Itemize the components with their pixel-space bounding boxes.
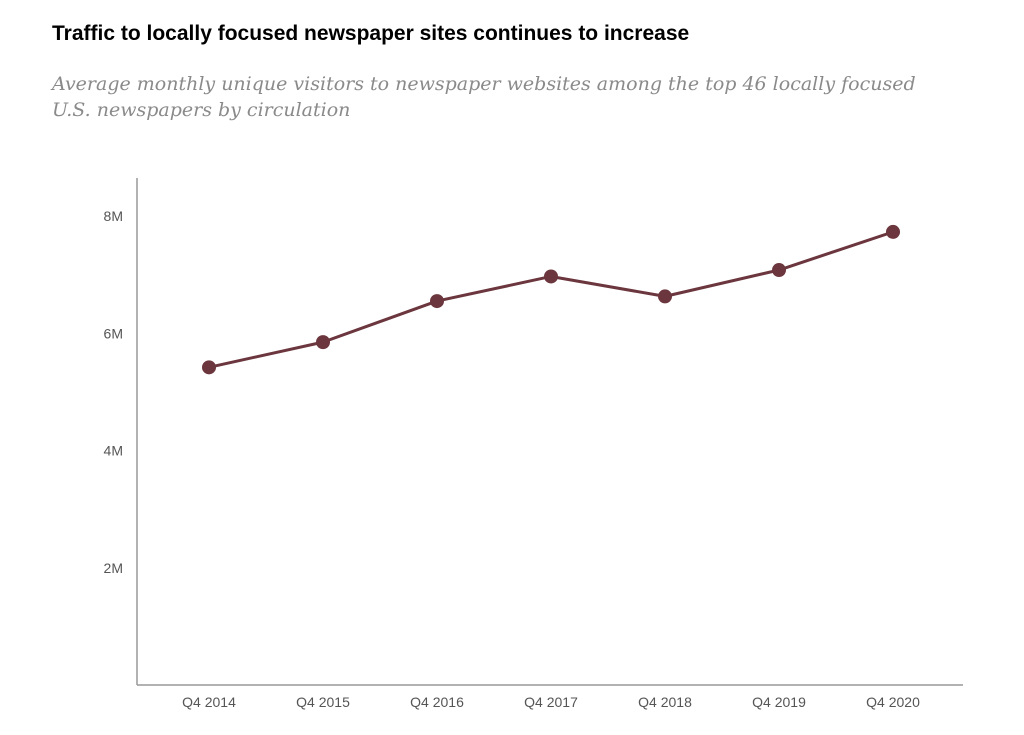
data-point (772, 263, 786, 278)
data-point (202, 360, 216, 375)
x-tick-label: Q4 2016 (410, 694, 464, 710)
y-tick-label: 8M (104, 208, 123, 224)
chart-subtitle: Average monthly unique visitors to newsp… (52, 73, 916, 121)
y-tick-label: 4M (104, 443, 123, 459)
x-tick-label: Q4 2017 (524, 694, 578, 710)
data-point (544, 269, 558, 284)
series-line (207, 230, 895, 369)
data-point (658, 289, 672, 304)
y-tick-label: 6M (104, 325, 123, 341)
x-tick-label: Q4 2018 (638, 694, 692, 710)
data-point (316, 335, 330, 350)
x-tick-label: Q4 2014 (182, 694, 236, 710)
y-tick-label: 2M (104, 560, 123, 576)
data-point (886, 224, 900, 239)
x-tick-label: Q4 2019 (752, 694, 806, 710)
x-tick-label: Q4 2015 (296, 694, 350, 710)
data-point (430, 294, 444, 309)
x-tick-label: Q4 2020 (866, 694, 920, 710)
chart-title: Traffic to locally focused newspaper sit… (52, 22, 690, 45)
